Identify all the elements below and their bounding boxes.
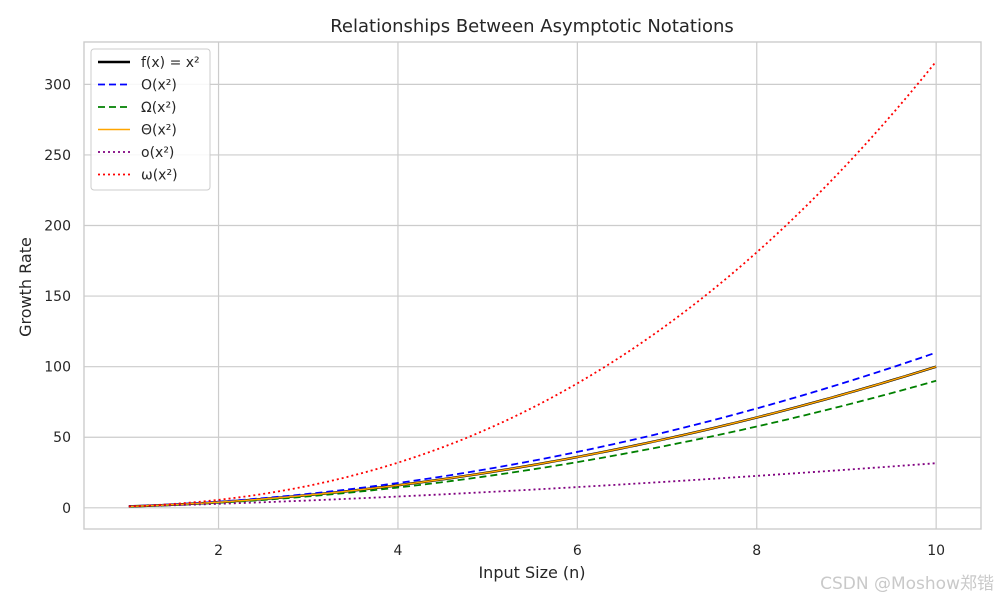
series-line — [128, 60, 937, 508]
legend: f(x) = x² O(x²) Ω(x²) Θ(x²) o(x²) ω(x²) — [90, 48, 211, 191]
x-axis-label: Input Size (n) — [478, 563, 585, 582]
x-tick-label: 2 — [214, 543, 223, 559]
legend-label: Θ(x²) — [141, 123, 177, 139]
x-tick-label: 6 — [573, 543, 582, 559]
x-tick-label: 10 — [927, 543, 945, 559]
plot-background — [84, 42, 981, 529]
legend-label: f(x) = x² — [141, 55, 200, 71]
y-tick-label: 250 — [44, 148, 71, 164]
y-tick-label: 100 — [44, 360, 71, 376]
y-tick-label: 200 — [44, 219, 71, 235]
legend-label: Ω(x²) — [141, 100, 177, 116]
legend-label: ω(x²) — [141, 168, 178, 184]
series-line — [128, 379, 937, 508]
y-tick-label: 300 — [44, 77, 71, 93]
legend-label: o(x²) — [141, 145, 174, 161]
watermark: CSDN @Moshow郑锴 — [820, 574, 994, 594]
y-tick-label: 150 — [44, 289, 71, 305]
y-tick-label: 50 — [53, 430, 71, 446]
x-tick-label: 8 — [752, 543, 761, 559]
series-line — [128, 365, 937, 508]
x-tick-label: 4 — [393, 543, 402, 559]
chart-title: Relationships Between Asymptotic Notatio… — [330, 16, 734, 37]
plot-frame — [83, 41, 982, 530]
y-axis-label: Growth Rate — [16, 237, 35, 337]
legend-label: O(x²) — [141, 78, 177, 94]
y-tick-label: 0 — [62, 501, 71, 517]
series-line — [128, 351, 937, 508]
